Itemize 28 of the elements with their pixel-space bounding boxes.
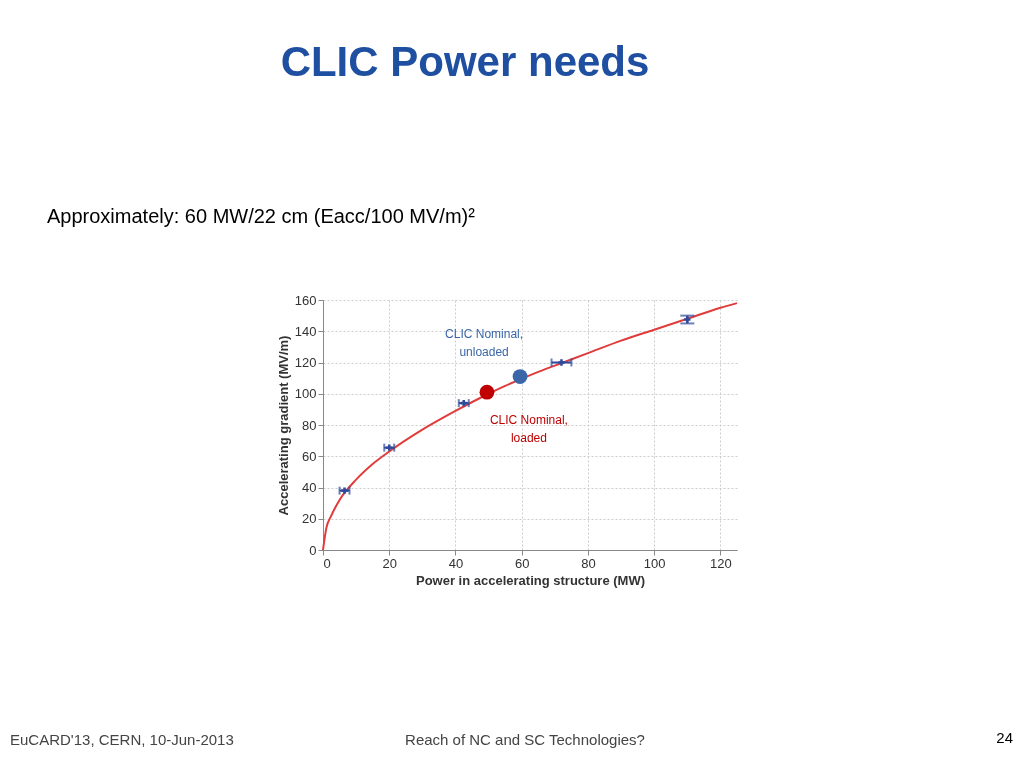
y-tick-label: 40 [302, 480, 317, 495]
y-tick-label: 140 [294, 323, 317, 339]
x-tick-label: 120 [710, 555, 732, 571]
y-tick-label: 60 [302, 448, 317, 464]
y-tick-label: 120 [294, 355, 317, 370]
text: Approximately: 60 MW/22 cm (Eacc/100 MV/m)² [47, 205, 476, 227]
chart-title: CLIC Power needs [280, 38, 650, 85]
series-label: CLIC Nominal, unloaded [445, 326, 524, 359]
x-tick-label: 60 [514, 555, 530, 571]
point [558, 359, 565, 366]
x-tick-label: 0 [323, 555, 331, 571]
series-label: CLIC Nominal, loaded [489, 413, 568, 446]
x-tick-label: 40 [448, 555, 464, 571]
y-tick-label: 160 [294, 292, 317, 308]
y-tick-label: 20 [302, 511, 317, 527]
y-tick-label: 0 [309, 542, 317, 558]
x-axis-title: Power in accelerating structure (MW) [416, 572, 645, 588]
x-tick-label: 20 [382, 555, 397, 571]
point [479, 384, 495, 400]
text: 24 [996, 729, 1013, 746]
x-tick-label: 100 [643, 555, 666, 571]
y-tick-label: 100 [294, 386, 317, 402]
y-axis-title: Accelerating gradient (MV/m) [275, 335, 291, 516]
point [512, 369, 528, 384]
text: Reach of NC and SC Technologies? [405, 731, 645, 748]
x-tick-label: 80 [581, 555, 596, 571]
text: EuCARD'13, CERN, 10-Jun-2013 [10, 731, 234, 748]
y-tick-label: 80 [302, 417, 317, 433]
